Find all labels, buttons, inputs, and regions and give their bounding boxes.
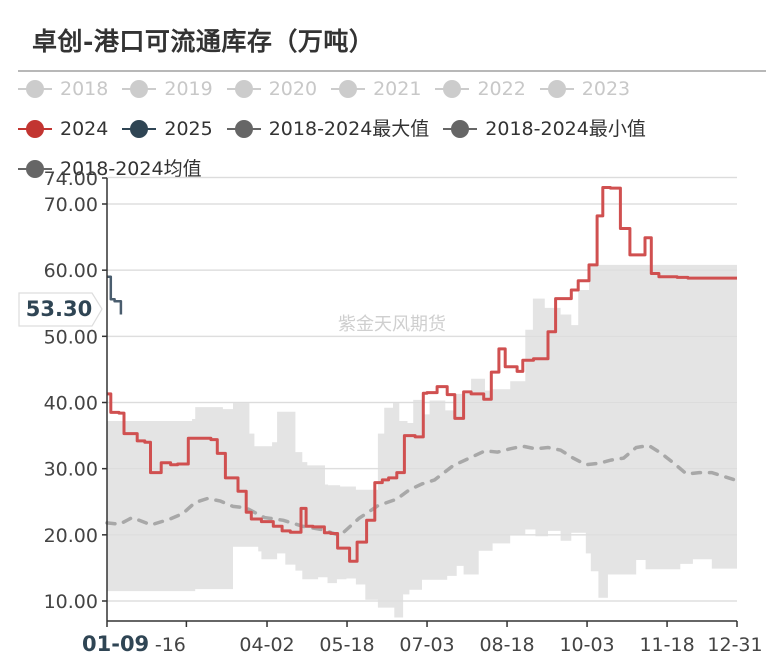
legend-item-2018-2024mean[interactable]: 2018-2024均值 bbox=[18, 159, 202, 179]
min-max-band bbox=[107, 177, 737, 618]
x-axis-pointer-label: 01-09 bbox=[82, 632, 150, 656]
y-tick-label: 50.00 bbox=[44, 326, 98, 348]
y-tick-label: 74.00 bbox=[44, 168, 98, 190]
legend-line-dot-icon bbox=[122, 79, 157, 99]
y-tick-label: 60.00 bbox=[44, 260, 98, 282]
x-tick-label: -16 bbox=[155, 634, 186, 656]
series-lines bbox=[105, 186, 739, 563]
legend-item-2023[interactable]: 2023 bbox=[539, 78, 631, 100]
legend-line-dot-icon bbox=[226, 79, 261, 99]
legend-item-2020[interactable]: 2020 bbox=[226, 78, 318, 100]
legend-label: 2018 bbox=[60, 78, 109, 100]
axes: 74.00 70.00 60.00 50.00 40.00 30.00 20.00 10.00… bbox=[44, 168, 763, 656]
chart-title: 卓创-港口可流通库存（万吨） bbox=[32, 27, 375, 56]
x-tick-label: 07-03 bbox=[399, 634, 454, 656]
legend-line-dot-icon bbox=[331, 79, 366, 99]
legend-label: 2022 bbox=[477, 78, 526, 100]
legend-line-dot-icon bbox=[435, 79, 470, 99]
x-tick-label: 04-02 bbox=[239, 634, 294, 656]
legend-row-1: 2018 2019 2020 2021 2022 2023 bbox=[18, 79, 644, 99]
y-tick-label: 30.00 bbox=[44, 459, 98, 481]
legend-item-2019[interactable]: 2019 bbox=[122, 78, 213, 100]
title-divider bbox=[18, 70, 766, 72]
legend-item-2024[interactable]: 2024 bbox=[18, 119, 108, 139]
pointer-label-box bbox=[18, 292, 103, 327]
legend-line-dot-icon bbox=[539, 79, 574, 99]
legend-line-dot-icon bbox=[18, 119, 52, 139]
legend-item-2018-2024min[interactable]: 2018-2024最小值 bbox=[443, 119, 646, 139]
legend-label: 2020 bbox=[268, 78, 318, 100]
legend-label: 2019 bbox=[164, 78, 213, 100]
x-tick-label: 11-18 bbox=[639, 634, 694, 656]
legend-item-2018-2024max[interactable]: 2018-2024最大值 bbox=[226, 118, 430, 140]
legend-label: 2018-2024均值 bbox=[60, 158, 202, 180]
legend-label: 2018-2024最大值 bbox=[268, 118, 430, 140]
legend-label: 2025 bbox=[164, 118, 213, 140]
legend-label: 2018-2024最小值 bbox=[485, 118, 646, 140]
legend-item-2025[interactable]: 2025 bbox=[122, 118, 213, 140]
y-tick-label: 20.00 bbox=[44, 525, 98, 547]
x-tick-label: 05-18 bbox=[319, 634, 374, 656]
y-axis-pointer-value: 53.30 bbox=[25, 297, 93, 321]
legend-item-2021[interactable]: 2021 bbox=[331, 79, 421, 99]
legend-row-3: 2018-2024均值 bbox=[18, 159, 216, 179]
legend-line-dot-icon bbox=[443, 119, 478, 139]
x-tick-label: 10-03 bbox=[559, 634, 614, 656]
legend-line-dot-icon bbox=[18, 79, 52, 99]
legend-line-dot-icon bbox=[122, 119, 157, 139]
legend-item-2018[interactable]: 2018 bbox=[18, 79, 108, 99]
x-tick-label: 12-31 bbox=[707, 634, 762, 656]
x-tick-label: 08-18 bbox=[479, 634, 534, 656]
legend-line-dot-icon bbox=[18, 159, 52, 179]
legend-label: 2023 bbox=[581, 78, 631, 100]
y-axis-pointer-label: 53.30 bbox=[18, 292, 103, 327]
y-tick-label: 40.00 bbox=[44, 393, 98, 415]
legend-line-dot-icon bbox=[226, 119, 261, 139]
legend-label: 2021 bbox=[373, 78, 422, 100]
legend-item-2022[interactable]: 2022 bbox=[435, 78, 526, 100]
legend-row-2: 2024 2025 2018-2024最大值 2018-2024最小值 bbox=[18, 119, 660, 139]
legend-label: 2024 bbox=[60, 118, 109, 140]
watermark: 紫金天风期货 bbox=[338, 314, 446, 335]
y-tick-label: 70.00 bbox=[44, 194, 98, 216]
y-tick-label: 10.00 bbox=[44, 591, 98, 613]
